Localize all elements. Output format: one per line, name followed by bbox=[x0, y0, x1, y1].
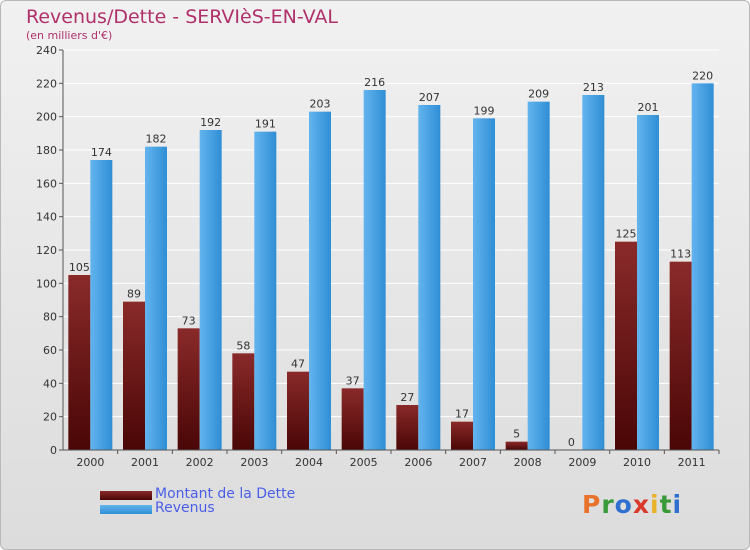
bar-dette-2004 bbox=[287, 371, 309, 450]
legend-label-dette: Montant de la Dette bbox=[155, 486, 296, 502]
bar-dette-2006 bbox=[396, 405, 419, 450]
data-label-dette-2008: 5 bbox=[513, 428, 520, 441]
y-tick-label: 140 bbox=[36, 211, 57, 224]
y-axis: 0 20 40 60 80 100 120 140 160 180 200 220 240 bbox=[36, 44, 64, 457]
y-tick-label: 180 bbox=[36, 144, 57, 157]
data-label-revenus-2008: 209 bbox=[528, 88, 549, 101]
bar-dette-2011 bbox=[669, 261, 692, 450]
bar-dette-2007 bbox=[451, 421, 473, 450]
bar-revenus-2002 bbox=[199, 130, 222, 450]
legend-label-revenus: Revenus bbox=[155, 500, 215, 516]
x-axis: 2000 2001 2002 2003 2004 2005 2006 2007 2008 2009… bbox=[63, 449, 720, 469]
bar-revenus-2007 bbox=[473, 118, 495, 450]
y-tick-label: 160 bbox=[36, 177, 57, 190]
data-label-revenus-2001: 182 bbox=[146, 133, 167, 146]
data-label-revenus-2007: 199 bbox=[474, 104, 495, 117]
bar-revenus-2001 bbox=[145, 146, 167, 450]
y-tick-label: 40 bbox=[43, 377, 57, 390]
grid-lines bbox=[63, 49, 719, 451]
bar-revenus-2003 bbox=[254, 131, 277, 450]
x-tick-label: 2011 bbox=[678, 456, 706, 469]
bar-revenus-2009 bbox=[582, 95, 605, 450]
data-label-dette-2010: 125 bbox=[616, 228, 637, 241]
value-labels: 105 174 89 182 73 192 58 191 47 203 37 216 27 207 17 19… bbox=[69, 69, 713, 449]
data-label-revenus-2004: 203 bbox=[310, 98, 331, 111]
y-tick-label: 220 bbox=[36, 77, 57, 90]
x-tick-label: 2006 bbox=[404, 456, 432, 469]
y-tick-label: 80 bbox=[43, 311, 57, 324]
x-tick-label: 2007 bbox=[459, 456, 487, 469]
bar-dette-2003 bbox=[232, 353, 255, 450]
data-label-dette-2003: 58 bbox=[236, 339, 250, 352]
bar-dette-2008 bbox=[505, 441, 528, 450]
bar-revenus-2005 bbox=[363, 90, 386, 450]
logo-letter: i bbox=[672, 490, 683, 519]
bar-dette-2002 bbox=[177, 328, 200, 450]
data-label-dette-2011: 113 bbox=[670, 248, 691, 261]
data-label-revenus-2005: 216 bbox=[364, 76, 385, 89]
x-tick-label: 2009 bbox=[568, 456, 596, 469]
x-tick-label: 2005 bbox=[350, 456, 378, 469]
data-label-revenus-2003: 191 bbox=[255, 118, 276, 131]
logo-letter: t bbox=[659, 490, 673, 519]
chart-subtitle: (en milliers d'€) bbox=[26, 29, 113, 42]
bar-revenus-2006 bbox=[418, 105, 441, 450]
y-tick-label: 120 bbox=[36, 244, 57, 257]
logo-letter: x bbox=[632, 490, 650, 519]
data-label-revenus-2010: 201 bbox=[638, 101, 659, 114]
y-tick-label: 240 bbox=[36, 44, 57, 57]
y-tick-label: 0 bbox=[50, 444, 57, 457]
chart-title: Revenus/Dette - SERVIèS-EN-VAL bbox=[26, 6, 338, 28]
x-tick-label: 2004 bbox=[295, 456, 323, 469]
y-tick-label: 60 bbox=[43, 344, 57, 357]
logo-letter: P bbox=[582, 490, 602, 519]
y-tick-label: 20 bbox=[43, 411, 57, 424]
bars bbox=[68, 83, 714, 451]
data-label-dette-2004: 47 bbox=[291, 358, 305, 371]
logo-letter: o bbox=[614, 490, 633, 519]
data-label-dette-2000: 105 bbox=[69, 261, 90, 274]
data-label-revenus-2002: 192 bbox=[200, 116, 221, 129]
data-label-dette-2006: 27 bbox=[400, 391, 414, 404]
bar-revenus-2000 bbox=[90, 160, 113, 450]
data-label-dette-2007: 17 bbox=[455, 408, 469, 421]
data-label-dette-2002: 73 bbox=[182, 314, 196, 327]
bar-revenus-2010 bbox=[637, 115, 659, 450]
bar-revenus-2011 bbox=[691, 83, 714, 450]
logo-letter: i bbox=[650, 490, 660, 519]
x-tick-label: 2000 bbox=[76, 456, 104, 469]
data-label-revenus-2011: 220 bbox=[692, 69, 713, 82]
x-tick-label: 2001 bbox=[131, 456, 159, 469]
data-label-dette-2005: 37 bbox=[346, 374, 360, 387]
bar-dette-2005 bbox=[341, 388, 364, 450]
legend-swatch-dette bbox=[100, 491, 152, 500]
bar-dette-2001 bbox=[123, 301, 145, 450]
proxiti-logo: Proxiti bbox=[582, 490, 682, 519]
logo-letter: r bbox=[601, 490, 615, 519]
y-tick-label: 100 bbox=[36, 277, 57, 290]
bar-dette-2010 bbox=[615, 241, 637, 450]
bar-revenus-2004 bbox=[309, 111, 331, 451]
data-label-revenus-2006: 207 bbox=[419, 91, 440, 104]
bar-revenus-2008 bbox=[527, 101, 550, 451]
legend-swatch-revenus bbox=[100, 505, 152, 514]
y-tick-label: 200 bbox=[36, 111, 57, 124]
x-tick-label: 2010 bbox=[623, 456, 651, 469]
data-label-dette-2001: 89 bbox=[127, 288, 141, 301]
x-tick-label: 2003 bbox=[240, 456, 268, 469]
data-label-revenus-2009: 213 bbox=[583, 81, 604, 94]
x-tick-label: 2002 bbox=[186, 456, 214, 469]
data-label-dette-2009: 0 bbox=[568, 436, 575, 449]
bar-dette-2000 bbox=[68, 275, 91, 450]
x-tick-label: 2008 bbox=[514, 456, 542, 469]
data-label-revenus-2000: 174 bbox=[91, 146, 112, 159]
